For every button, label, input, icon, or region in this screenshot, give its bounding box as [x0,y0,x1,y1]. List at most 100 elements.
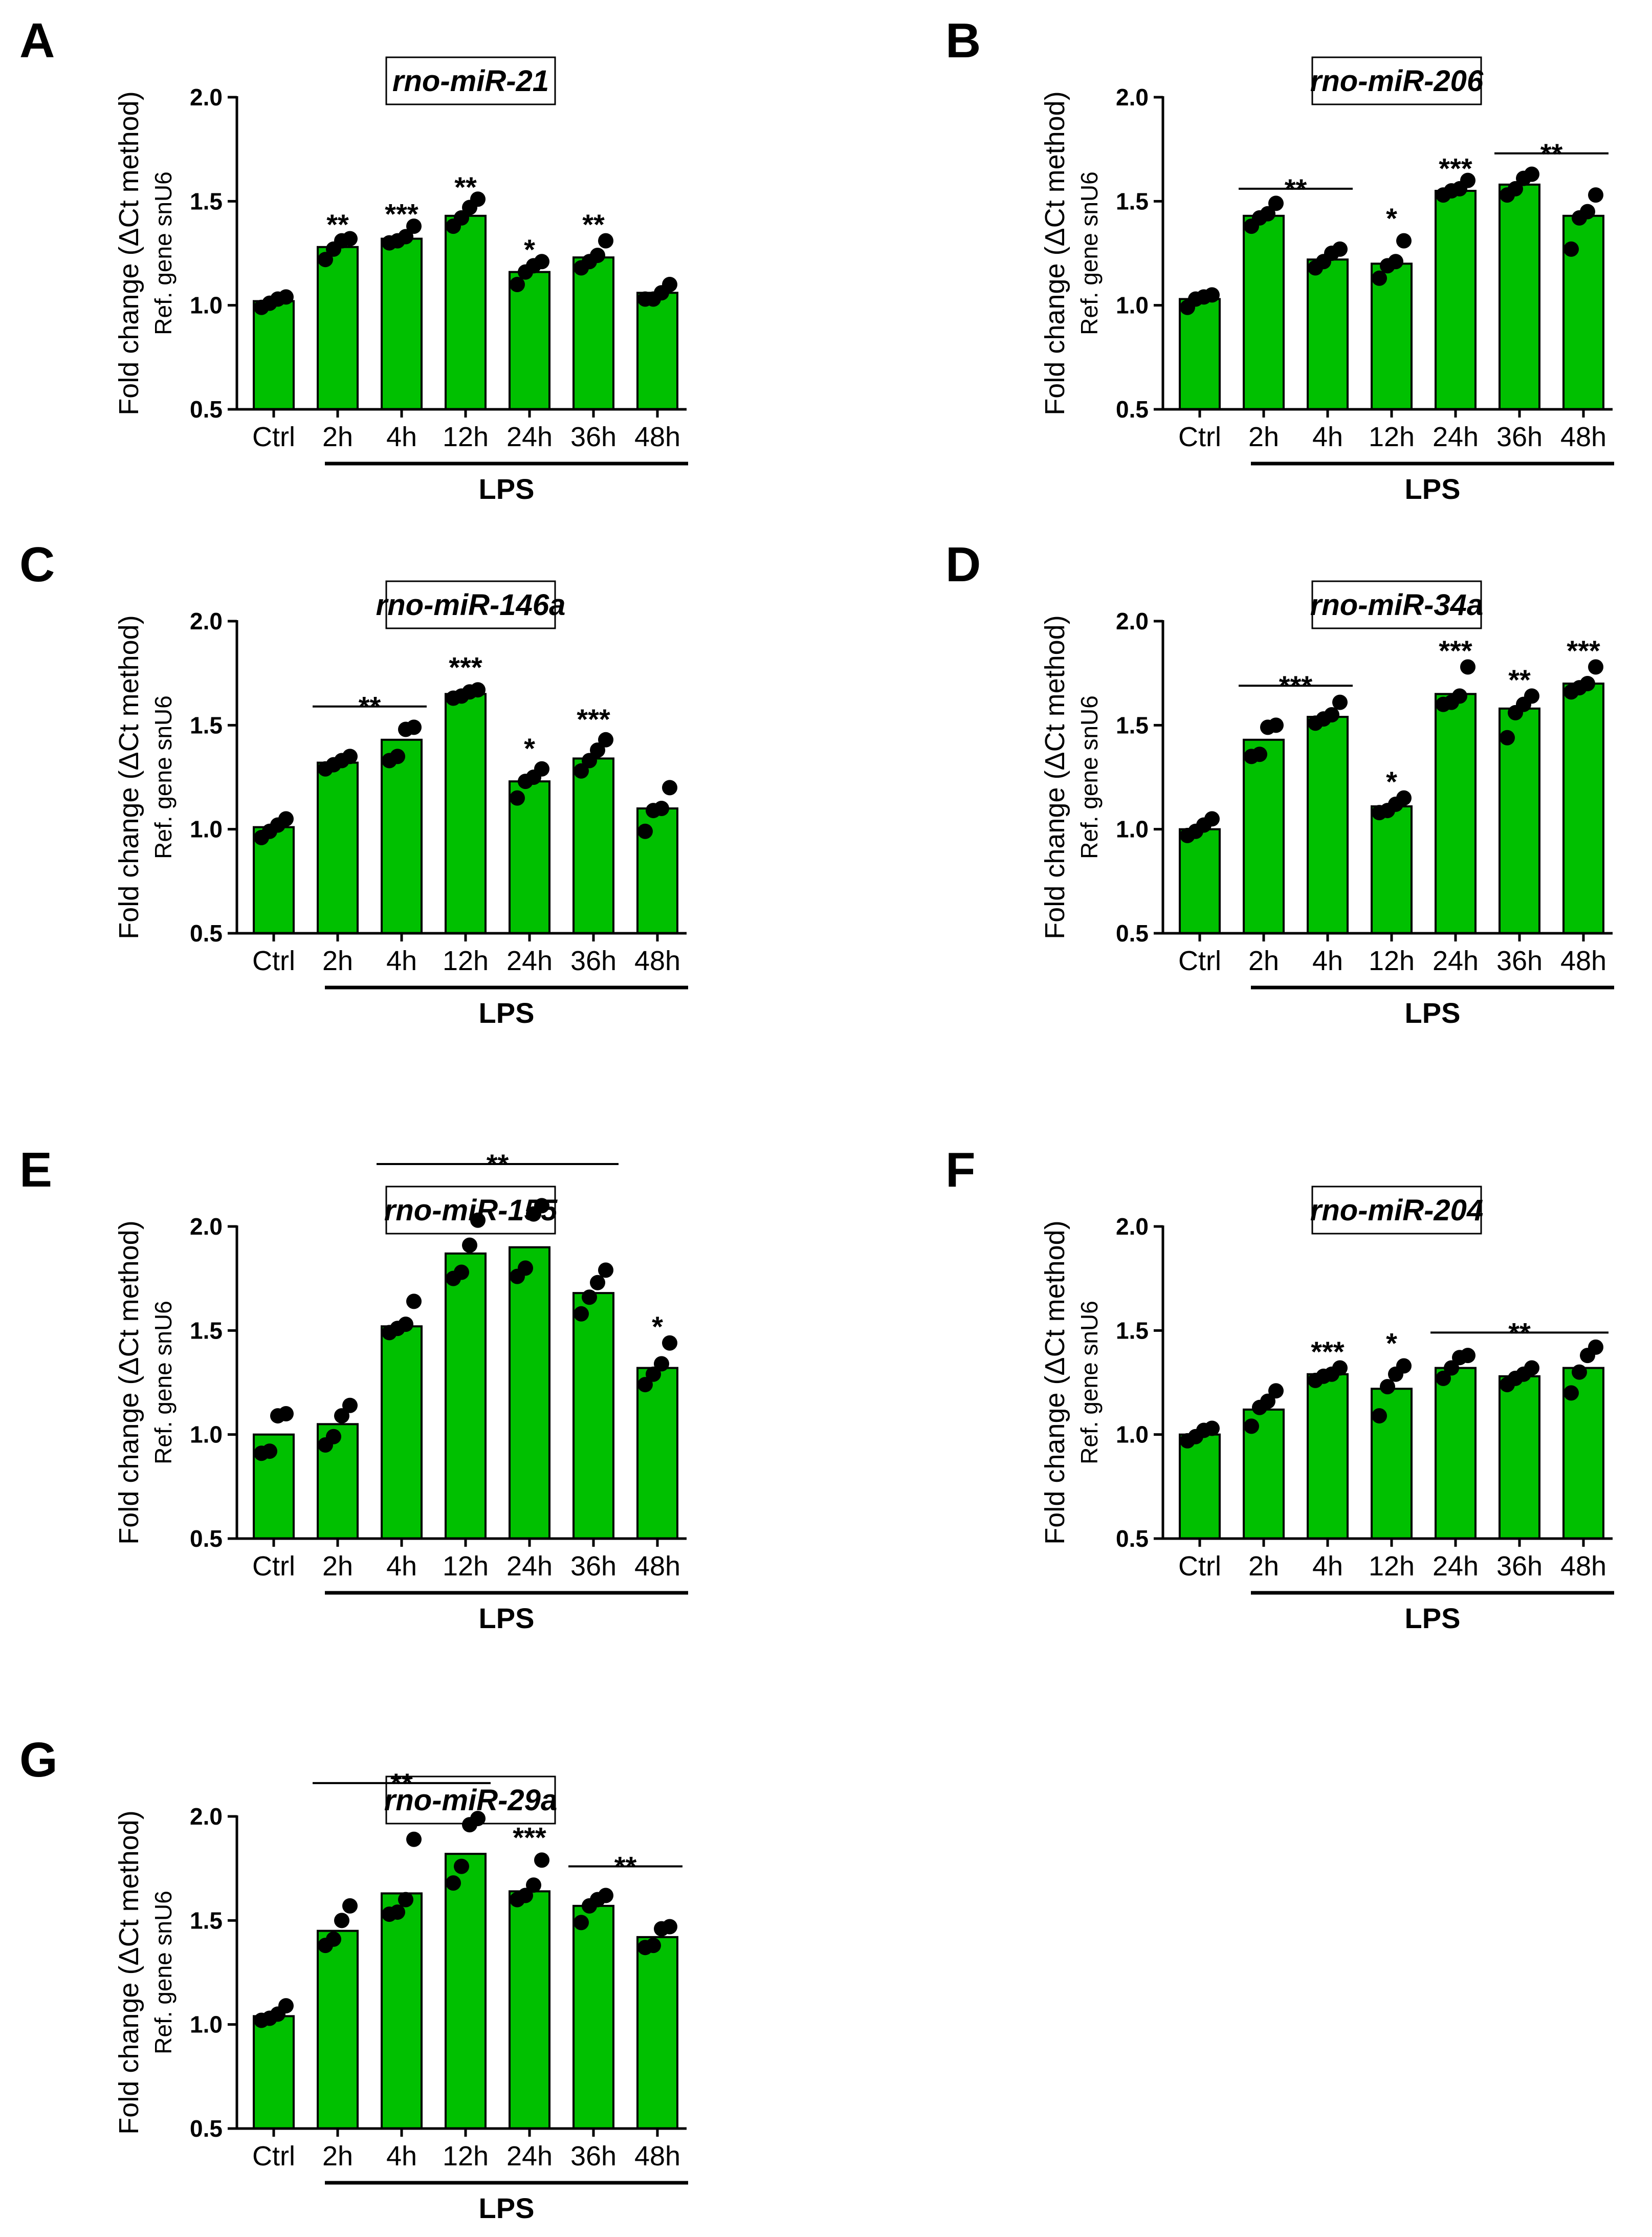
y-tick-label: 1.0 [1116,292,1149,319]
significance-label: * [652,1310,663,1343]
bar-24h [509,1246,550,1540]
category-label: 24h [1433,422,1479,452]
data-point [326,1429,341,1444]
data-point [398,1892,413,1907]
bar-12h [445,214,487,410]
y-tick-label: 1.5 [1116,188,1149,214]
category-label: 4h [386,2141,417,2172]
bar-24h [1435,1367,1477,1540]
data-point [1380,1379,1395,1395]
data-point [278,289,294,305]
significance-label: ** [614,1851,637,1883]
category-label: Ctrl [252,422,295,452]
category-label: 48h [1560,422,1606,452]
y-axis-sublabel: Ref. gene snU6 [150,1891,177,2054]
category-label: 12h [443,1551,489,1582]
category-label: 48h [1560,1551,1606,1582]
category-label: 48h [634,422,680,452]
lps-group-label: LPS [479,997,535,1029]
data-point [454,1858,469,1874]
data-point [534,761,549,777]
bar-24h [1435,190,1477,410]
data-point [590,742,605,758]
data-point [1436,1370,1451,1386]
bar-2h [1243,214,1285,410]
category-label: 4h [1312,946,1343,976]
data-point [1396,233,1412,249]
category-label: Ctrl [252,2141,295,2172]
bar-12h [445,1853,487,2130]
category-label: 48h [634,946,680,976]
data-point [1260,1393,1275,1409]
significance-label: ** [1508,664,1531,696]
bar-4h [381,738,423,935]
category-label: 4h [1312,422,1343,452]
data-point [406,719,422,735]
chart-title: rno-miR-204 [1310,1194,1483,1227]
y-tick-label: 1.0 [190,816,223,843]
y-axis-label: Fold change (ΔCt method) [1040,1220,1070,1544]
data-point [1460,1348,1475,1364]
data-point [534,254,549,270]
data-point [470,1811,486,1827]
data-point [1572,1364,1587,1380]
category-label: 12h [1369,1551,1415,1582]
data-point [1524,688,1539,704]
category-label: 4h [1312,1551,1343,1582]
y-axis-label: Fold change (ΔCt method) [114,615,144,939]
data-point [278,1406,294,1421]
bar-2h [1243,738,1285,935]
category-label: 24h [506,2141,553,2172]
data-point [318,252,333,268]
data-point [1444,1360,1459,1376]
category-label: 12h [443,2141,489,2172]
data-point [637,1377,653,1393]
bar-36h [1499,1375,1540,1540]
category-label: Ctrl [1178,1551,1221,1582]
category-label: Ctrl [1178,946,1221,976]
significance-label: ** [359,691,381,723]
bar-Ctrl [253,300,295,410]
bar-12h [445,1252,487,1540]
data-point [662,1335,677,1351]
data-point [582,753,597,769]
data-point [526,1877,541,1893]
y-tick-label: 0.5 [1116,396,1149,423]
significance-label: * [524,732,535,764]
bar-2h [317,761,359,934]
data-point [654,801,669,816]
data-point [1372,1408,1387,1424]
category-label: 36h [1496,422,1543,452]
data-point [598,1888,613,1903]
significance-label: ** [454,171,477,203]
data-point [326,1931,341,1947]
data-point [1396,790,1412,806]
bar-4h [1307,258,1349,410]
y-axis-sublabel: Ref. gene snU6 [1076,1301,1103,1464]
y-tick-label: 0.5 [190,1525,223,1552]
data-point [406,218,422,234]
chart-title-box [385,1186,556,1235]
y-axis-sublabel: Ref. gene snU6 [1076,695,1103,859]
chart-title: rno-miR-206 [1310,64,1484,98]
bar-24h [509,271,550,410]
data-point [278,1998,294,2014]
y-axis-label: Fold change (ΔCt method) [1040,615,1070,939]
category-label: 12h [443,946,489,976]
category-label: 2h [1248,422,1279,452]
data-point [1524,166,1539,182]
bar-4h [381,1892,423,2130]
chart-title-box [385,56,556,105]
y-tick-label: 0.5 [1116,1525,1149,1552]
significance-label: ** [390,1767,413,1800]
bar-2h [317,1929,359,2130]
data-point [1244,1418,1259,1434]
bar-24h [509,1890,550,2130]
significance-label: *** [385,198,418,230]
category-label: 48h [634,1551,680,1582]
bar-36h [1499,183,1540,410]
y-tick-label: 1.5 [190,1907,223,1934]
